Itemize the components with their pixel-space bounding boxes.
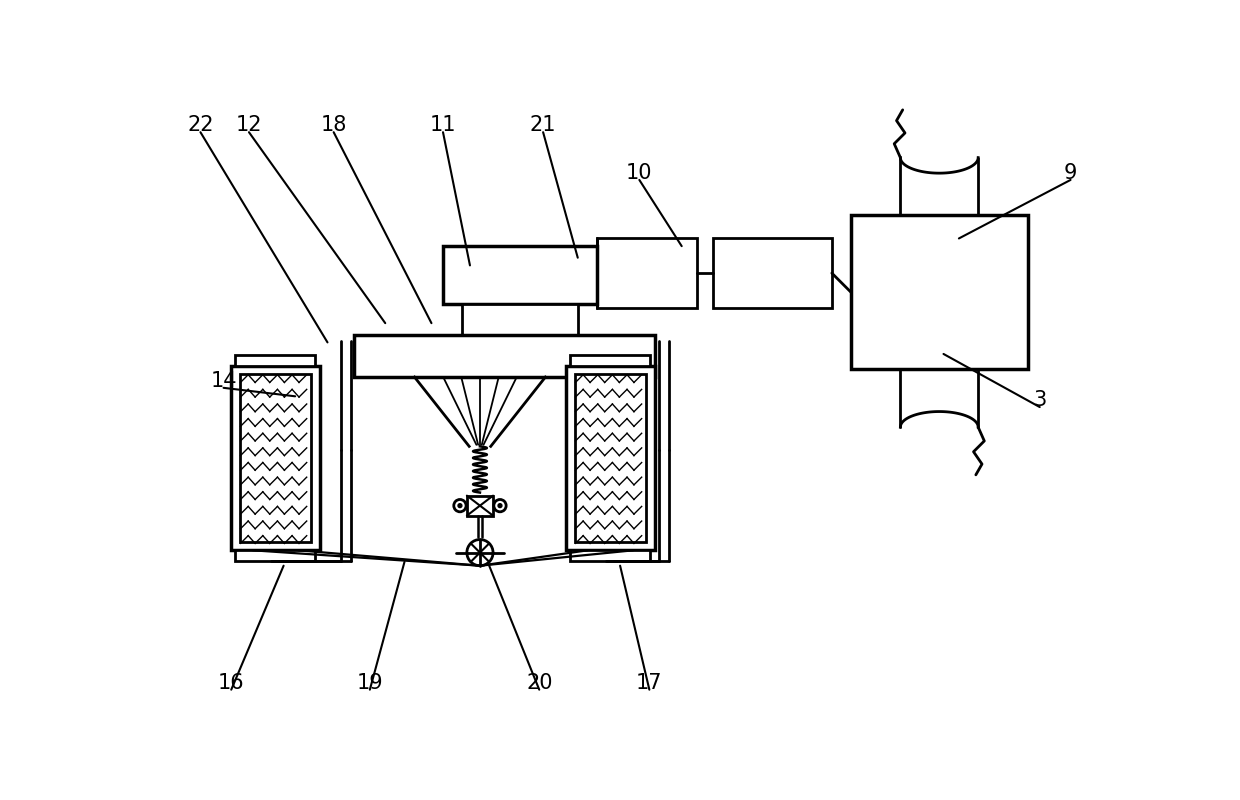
Bar — [596, 238, 697, 308]
Bar — [851, 215, 1028, 370]
Bar — [713, 238, 832, 308]
Text: 12: 12 — [236, 115, 262, 135]
Text: 10: 10 — [626, 163, 652, 183]
Circle shape — [454, 499, 466, 512]
Text: 18: 18 — [320, 115, 347, 135]
Bar — [567, 366, 655, 550]
Text: 16: 16 — [218, 673, 244, 693]
Bar — [355, 334, 655, 377]
Circle shape — [494, 499, 506, 512]
Bar — [570, 550, 650, 561]
Bar — [236, 354, 315, 366]
Text: 17: 17 — [636, 673, 662, 693]
Bar — [236, 550, 315, 561]
Bar — [463, 304, 578, 338]
Text: 11: 11 — [430, 115, 456, 135]
Text: 3: 3 — [1033, 390, 1047, 410]
Bar — [231, 366, 320, 550]
Bar — [443, 246, 596, 304]
Bar — [467, 496, 494, 516]
Circle shape — [458, 504, 461, 507]
Text: 9: 9 — [1064, 163, 1078, 183]
Text: 19: 19 — [357, 673, 383, 693]
Bar — [239, 374, 311, 542]
Bar — [570, 354, 650, 366]
Circle shape — [498, 504, 502, 507]
Text: 20: 20 — [526, 673, 553, 693]
Bar — [574, 374, 646, 542]
Text: 21: 21 — [529, 115, 557, 135]
Text: 14: 14 — [211, 371, 237, 391]
Text: 22: 22 — [187, 115, 213, 135]
